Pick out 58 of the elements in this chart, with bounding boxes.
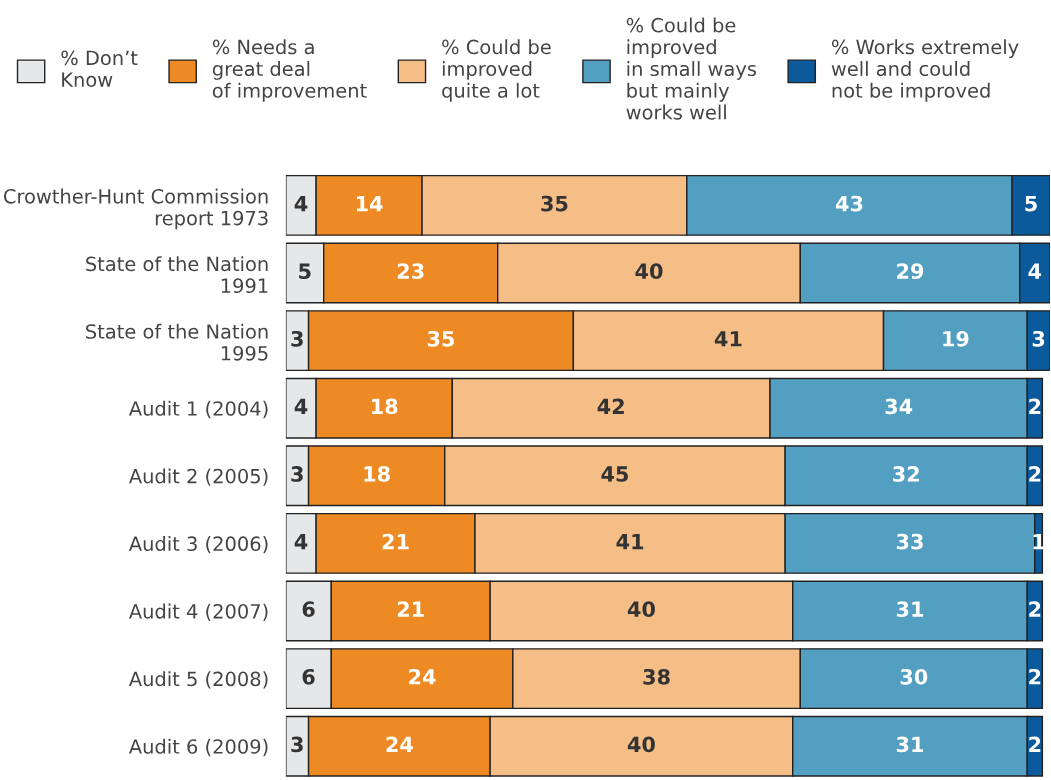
data-label: 35 bbox=[541, 195, 568, 212]
y-tick-label: State of the Nation 1995 bbox=[86, 323, 268, 361]
data-label: 6 bbox=[302, 668, 315, 685]
data-label: 43 bbox=[835, 195, 863, 212]
data-label: 35 bbox=[427, 330, 454, 347]
data-label: 6 bbox=[302, 601, 315, 618]
y-tick-label: Audit 2 (2005) bbox=[128, 468, 268, 486]
data-label: 45 bbox=[601, 466, 628, 482]
data-label: 30 bbox=[900, 668, 928, 685]
data-label: 4 bbox=[294, 195, 308, 212]
legend-label: % Don’t Know bbox=[61, 50, 138, 87]
data-label: 2 bbox=[1029, 736, 1041, 752]
y-tick-label: Audit 4 (2007) bbox=[128, 603, 268, 621]
data-label: 3 bbox=[291, 330, 303, 347]
y-tick-label: Audit 1 (2004) bbox=[128, 400, 268, 419]
data-label: 32 bbox=[893, 466, 919, 482]
data-label: 2 bbox=[1029, 601, 1041, 617]
data-label: 2 bbox=[1029, 668, 1041, 685]
data-label: 23 bbox=[397, 263, 424, 280]
data-label: 41 bbox=[714, 331, 742, 347]
data-label: 2 bbox=[1029, 398, 1041, 414]
data-label: 18 bbox=[364, 466, 390, 482]
data-label: 34 bbox=[885, 398, 913, 415]
data-label: 31 bbox=[896, 736, 924, 753]
data-label: 3 bbox=[1032, 330, 1045, 347]
legend-label: % Works extremely well and could not be improved bbox=[831, 39, 1019, 102]
data-label: 3 bbox=[291, 466, 303, 482]
data-label: 4 bbox=[294, 533, 308, 550]
data-label: 21 bbox=[382, 533, 409, 550]
data-label: 42 bbox=[597, 398, 624, 414]
data-label: 5 bbox=[1025, 195, 1037, 212]
y-tick-label: Audit 3 (2006) bbox=[128, 536, 268, 554]
data-label: 29 bbox=[897, 263, 924, 280]
data-label: 40 bbox=[627, 601, 655, 618]
y-tick-label: Crowther-Hunt Commission report 1973 bbox=[3, 188, 268, 230]
data-label: 21 bbox=[397, 601, 424, 617]
data-label: 41 bbox=[616, 533, 644, 550]
data-label: 31 bbox=[896, 601, 924, 618]
legend-label: % Needs a great deal of improvement bbox=[212, 39, 367, 102]
y-tick-label: State of the Nation 1991 bbox=[86, 256, 268, 294]
legend-label: % Could be improved in small ways but mainly works well bbox=[626, 17, 757, 120]
data-label: 24 bbox=[386, 736, 413, 752]
y-tick-label: Audit 5 (2008) bbox=[128, 671, 268, 689]
data-label: 3 bbox=[291, 736, 303, 753]
data-label: 4 bbox=[294, 398, 308, 414]
data-label: 14 bbox=[356, 195, 383, 212]
legend-label: % Could be improved quite a lot bbox=[442, 39, 551, 102]
data-label: 24 bbox=[409, 668, 436, 685]
data-label: 38 bbox=[643, 668, 670, 685]
data-label: 2 bbox=[1029, 466, 1041, 482]
data-label: 40 bbox=[627, 736, 655, 753]
data-label: 18 bbox=[372, 398, 398, 415]
data-label: 4 bbox=[1028, 263, 1042, 279]
data-label: 5 bbox=[299, 263, 311, 280]
data-label: 33 bbox=[896, 533, 923, 550]
y-tick-label: Audit 6 (2009) bbox=[128, 738, 268, 757]
data-label: 19 bbox=[943, 330, 969, 347]
data-label: 40 bbox=[635, 263, 663, 280]
